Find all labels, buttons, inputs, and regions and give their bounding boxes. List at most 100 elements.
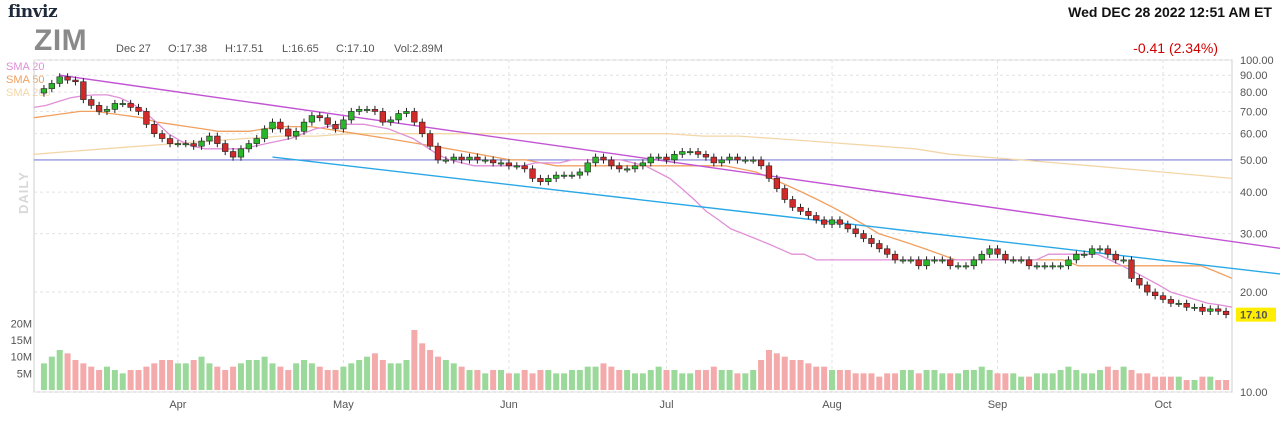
candle-body	[521, 165, 528, 170]
volume-bar	[1167, 376, 1174, 390]
volume-bar	[765, 350, 772, 390]
candle-body	[655, 156, 662, 159]
candle-body	[1096, 248, 1104, 251]
candle-body	[647, 156, 654, 164]
volume-bar	[702, 370, 709, 390]
volume-bar	[616, 370, 623, 390]
volume-tick-label: 20M	[11, 318, 32, 330]
volume-bar	[955, 373, 962, 390]
candle-body	[395, 113, 402, 121]
volume-bar	[537, 370, 544, 390]
candle-body	[458, 156, 465, 161]
candle-body	[679, 151, 686, 155]
candle-body	[316, 115, 323, 119]
candle-body	[710, 156, 717, 164]
volume-bar	[868, 373, 875, 390]
candle-body	[56, 76, 63, 84]
candle-body	[1207, 308, 1214, 312]
candle-body	[111, 103, 119, 110]
candle-body	[568, 174, 576, 177]
candle-body	[734, 156, 741, 161]
candle-body	[631, 165, 639, 170]
volume-bar	[695, 370, 702, 390]
volume-bar	[805, 363, 812, 390]
datetime: Wed DEC 28 2022 12:51 AM ET	[1068, 4, 1272, 20]
volume-bar	[718, 370, 725, 390]
candle-body	[781, 188, 788, 200]
candle-body	[490, 159, 497, 164]
volume-bar	[931, 370, 938, 390]
y-tick-label: 30.00	[1240, 229, 1268, 241]
volume-bar	[182, 363, 189, 390]
quote-high: H:17.51	[225, 43, 264, 55]
volume-bar	[600, 363, 607, 390]
volume-bar	[1073, 370, 1080, 390]
candle-body	[482, 159, 489, 162]
last-price-tag	[1236, 307, 1276, 322]
volume-bar	[655, 366, 662, 390]
finviz-logo[interactable]: finviz	[8, 2, 58, 22]
candle-body	[687, 151, 694, 154]
volume-bar	[308, 363, 315, 390]
candle-body	[64, 76, 71, 81]
candle-body	[923, 259, 930, 267]
volume-bar	[947, 373, 954, 390]
volume-bar	[253, 360, 260, 390]
volume-bar	[1033, 373, 1040, 390]
volume-bar	[844, 370, 851, 390]
volume-bar	[174, 363, 181, 390]
volume-bar	[411, 330, 418, 390]
y-tick-label: 100.00	[1240, 55, 1274, 67]
volume-bar	[915, 373, 922, 390]
candle-body	[553, 174, 560, 179]
candle-body	[245, 143, 252, 150]
volume-bar	[907, 370, 914, 390]
volume-bar	[356, 360, 363, 390]
volume-bar	[750, 370, 757, 390]
quote-open: O:17.38	[168, 43, 208, 55]
volume-bar	[474, 370, 481, 390]
candle-body	[1104, 248, 1111, 255]
volume-bar	[167, 360, 174, 390]
candle-body	[844, 223, 851, 230]
volume-bar	[734, 373, 741, 390]
volume-bar	[403, 360, 410, 390]
trendline-upper	[59, 74, 1280, 250]
candle-body	[182, 143, 189, 146]
volume-bar	[1104, 366, 1111, 390]
volume-bar	[127, 370, 134, 390]
volume-bar	[450, 363, 457, 390]
candle-body	[434, 145, 442, 161]
volume-bar	[1199, 376, 1206, 390]
candle-body	[88, 99, 95, 106]
volume-bar	[245, 360, 252, 390]
price-change: -0.41 (2.34%)	[1133, 40, 1218, 56]
volume-bar	[111, 370, 118, 390]
volume-bar	[1120, 366, 1127, 390]
candle-body	[1120, 259, 1127, 262]
candle-body	[363, 109, 371, 111]
volume-bar	[663, 370, 670, 390]
volume-bar	[986, 370, 993, 390]
volume-bar	[419, 343, 426, 390]
candle-body	[1222, 310, 1230, 315]
volume-bar	[505, 373, 512, 390]
candle-body	[72, 79, 79, 83]
volume-bar	[797, 360, 804, 390]
candle-body	[947, 259, 954, 267]
candle-body	[1183, 302, 1190, 308]
volume-bar	[1175, 376, 1182, 390]
volume-bar	[1152, 376, 1159, 390]
candle-body	[915, 259, 922, 267]
legend-sma20: SMA 20	[6, 61, 45, 73]
volume-bar	[876, 376, 883, 390]
candle-body	[371, 109, 379, 112]
y-tick-label: 60.00	[1240, 129, 1268, 141]
volume-bar	[482, 373, 489, 390]
candle-body	[757, 159, 765, 167]
candle-body	[442, 159, 449, 162]
volume-bar	[285, 370, 292, 390]
y-tick-label: 90.00	[1240, 70, 1268, 82]
volume-bar	[1018, 376, 1025, 390]
